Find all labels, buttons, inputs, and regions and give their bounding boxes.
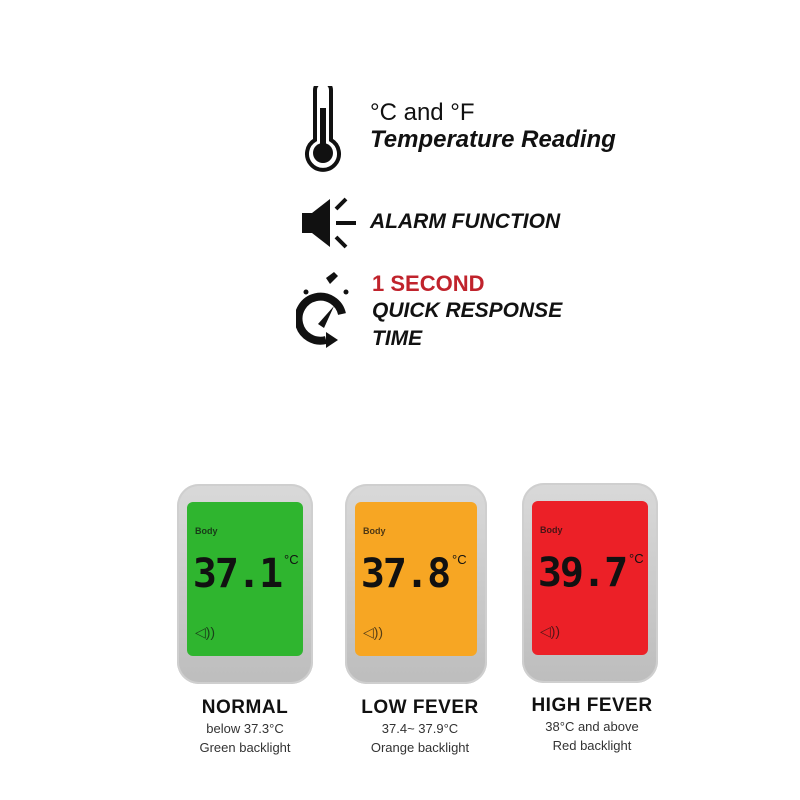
caption-title: LOW FEVER	[361, 697, 479, 718]
unit-label: °C	[629, 551, 644, 566]
temperature-reading: 39.7	[537, 550, 628, 596]
caption-backlight: Red backlight	[552, 738, 632, 753]
screen-orange: Body 37.8 °C ◁))	[355, 502, 477, 656]
caption-normal: NORMAL below 37.3°C Green backlight	[155, 697, 335, 757]
stopwatch-icon	[296, 272, 349, 348]
sound-icon: ◁))	[195, 624, 216, 640]
feature-quick-response: QUICK RESPONSE	[372, 299, 563, 322]
screen-green: Body 37.1 °C ◁))	[187, 502, 303, 656]
feature-alarm: ALARM FUNCTION	[370, 210, 561, 233]
unit-label: °C	[284, 552, 299, 567]
caption-title: HIGH FEVER	[531, 695, 653, 716]
caption-range: 37.4~ 37.9°C	[381, 721, 459, 736]
device-normal: Body 37.1 °C ◁))	[177, 484, 313, 684]
thermometer-icon	[305, 86, 341, 172]
feature-temperature-reading: Temperature Reading	[370, 126, 616, 153]
device-low-fever: Body 37.8 °C ◁))	[345, 484, 487, 684]
caption-high-fever: HIGH FEVER 38°C and above Red backlight	[502, 695, 682, 755]
feature-time: TIME	[372, 327, 423, 350]
speaker-alarm-icon	[302, 197, 356, 249]
caption-title: NORMAL	[201, 697, 289, 718]
sound-icon: ◁))	[540, 623, 561, 639]
caption-range: 38°C and above	[545, 719, 639, 734]
caption-backlight: Orange backlight	[370, 740, 470, 755]
body-label: Body	[540, 525, 563, 535]
unit-label: °C	[452, 552, 467, 567]
body-label: Body	[363, 526, 386, 536]
screen-red: Body 39.7 °C ◁))	[532, 501, 648, 655]
feature-one-second: 1 SECOND	[372, 271, 485, 296]
caption-range: below 37.3°C	[206, 721, 284, 736]
caption-backlight: Green backlight	[199, 740, 291, 755]
sound-icon: ◁))	[363, 624, 384, 640]
temperature-reading: 37.8	[360, 551, 451, 597]
caption-low-fever: LOW FEVER 37.4~ 37.9°C Orange backlight	[330, 697, 510, 757]
feature-units: °C and °F	[370, 99, 475, 126]
body-label: Body	[195, 526, 218, 536]
temperature-reading: 37.1	[192, 551, 283, 597]
device-high-fever: Body 39.7 °C ◁))	[522, 483, 658, 683]
